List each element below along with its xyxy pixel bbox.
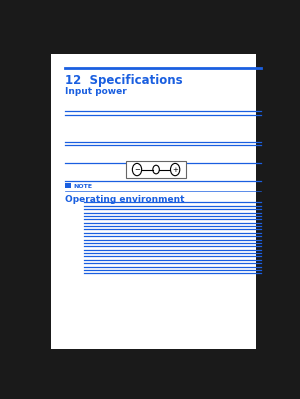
Text: 12  Specifications: 12 Specifications — [65, 74, 183, 87]
Text: NOTE: NOTE — [74, 184, 92, 189]
Text: Input power: Input power — [65, 87, 127, 96]
Bar — [65, 184, 70, 188]
Circle shape — [170, 164, 180, 176]
Text: +: + — [172, 166, 178, 172]
FancyBboxPatch shape — [52, 54, 256, 349]
Circle shape — [132, 164, 142, 176]
Circle shape — [153, 165, 159, 174]
Text: Operating environment: Operating environment — [65, 196, 185, 204]
Text: −: − — [134, 166, 140, 172]
FancyBboxPatch shape — [126, 161, 186, 178]
